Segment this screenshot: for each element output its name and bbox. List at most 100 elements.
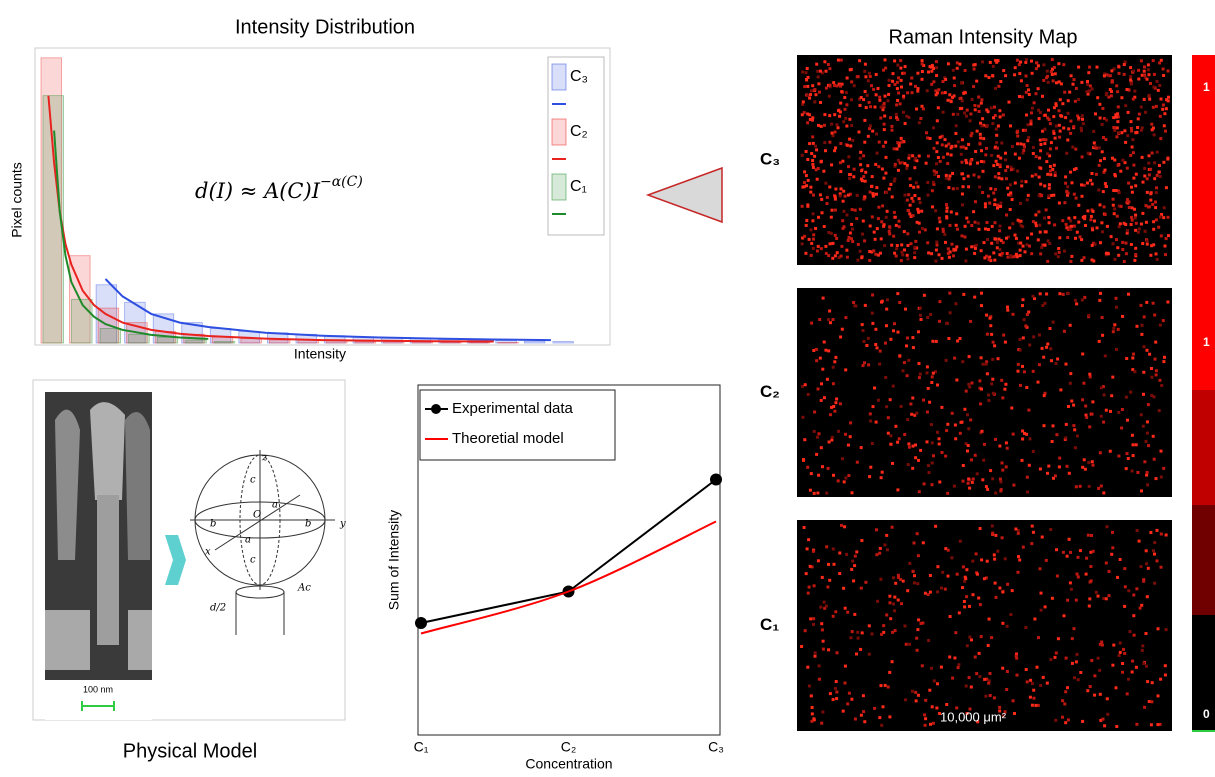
diagram-label: c	[250, 475, 256, 486]
map-pixel	[801, 70, 805, 74]
map-pixel	[906, 209, 910, 212]
map-pixel	[875, 151, 879, 155]
map-pixel	[806, 178, 810, 182]
map-pixel	[985, 124, 989, 128]
colorbar-segment	[1192, 615, 1215, 730]
histogram-bar	[185, 339, 207, 344]
map-pixel	[829, 413, 832, 417]
map-pixel	[936, 383, 939, 387]
map-pixel	[1150, 681, 1154, 685]
map-pixel	[956, 112, 960, 116]
map-pixel	[800, 153, 804, 157]
map-pixel	[1018, 248, 1022, 252]
map-pixel	[833, 113, 837, 117]
map-pixel	[1090, 412, 1094, 416]
map-pixel	[938, 319, 941, 323]
model-frame	[32, 379, 346, 721]
map-pixel	[910, 689, 914, 693]
map-pixel	[833, 130, 837, 134]
map-pixel	[945, 203, 948, 207]
map-pixel	[963, 407, 967, 411]
map-pixel	[1131, 454, 1135, 458]
map-pixel	[962, 600, 966, 603]
map-pixel	[811, 116, 815, 120]
map-pixel	[1005, 236, 1008, 240]
map-pixel	[1069, 372, 1073, 376]
map-pixel	[820, 622, 824, 626]
map-pixel	[1115, 115, 1118, 119]
map-pixel	[958, 431, 962, 435]
map-pixel	[1039, 252, 1043, 256]
map-pixel	[1083, 217, 1087, 221]
map-pixel	[1112, 67, 1116, 71]
map-pixel	[1029, 678, 1033, 682]
map-pixel	[998, 115, 1002, 119]
map-pixel	[1038, 138, 1042, 142]
map-pixel	[1031, 294, 1035, 298]
map-pixel	[993, 105, 996, 109]
map-pixel	[920, 209, 924, 213]
map-pixel	[1085, 90, 1089, 94]
map-pixel	[1119, 169, 1123, 173]
map-pixel	[1130, 218, 1134, 222]
map-pixel	[1111, 663, 1115, 667]
map-pixel	[821, 296, 825, 300]
map-pixel	[847, 236, 851, 239]
map-pixel	[1133, 89, 1137, 93]
map-pixel	[1020, 458, 1024, 462]
map-pixel	[1030, 59, 1033, 63]
map-pixel	[1073, 446, 1077, 450]
map-pixel	[1125, 231, 1129, 235]
map-pixel	[1034, 213, 1038, 217]
map-pixel	[1098, 203, 1102, 207]
map-pixel	[882, 624, 886, 628]
map-pixel	[1130, 469, 1134, 473]
map-pixel	[1146, 205, 1150, 209]
diagram-label: O	[253, 510, 261, 521]
map-pixel	[1050, 73, 1054, 76]
map-pixel	[839, 254, 843, 258]
map-pixel	[1087, 604, 1091, 608]
map-pixel	[1005, 213, 1008, 217]
map-pixel	[892, 179, 896, 183]
map-pixel	[996, 154, 1000, 158]
map-pixel	[1166, 156, 1170, 160]
map-pixel	[1116, 115, 1120, 119]
map-pixel	[1090, 258, 1094, 262]
map-pixel	[965, 114, 968, 118]
map-pixel	[1077, 118, 1081, 122]
map-pixel	[1015, 656, 1019, 660]
map-pixel	[953, 356, 957, 360]
map-pixel	[1162, 160, 1166, 164]
map-pixel	[1086, 689, 1090, 693]
map-pixel	[1080, 298, 1084, 302]
map-pixel	[832, 562, 836, 566]
map-pixel	[958, 62, 962, 66]
map-pixel	[908, 177, 912, 181]
map-pixel	[980, 429, 984, 433]
map-pixel	[932, 80, 936, 84]
map-pixel	[958, 97, 962, 101]
map-pixel	[932, 679, 936, 683]
map-pixel	[1158, 175, 1162, 178]
map-pixel	[807, 585, 811, 589]
map-pixel	[906, 463, 910, 467]
map-pixel	[1100, 221, 1104, 225]
map-pixel	[897, 168, 900, 172]
map-pixel	[1054, 124, 1058, 128]
map-pixel	[1061, 699, 1065, 703]
map-pixel	[1166, 300, 1170, 304]
map-pixel	[845, 255, 849, 259]
map-pixel	[820, 197, 824, 201]
map-pixel	[968, 635, 972, 639]
map-pixel	[964, 247, 968, 251]
map-pixel	[1121, 248, 1125, 251]
map-row-label: C₁	[760, 615, 779, 634]
map-pixel	[926, 193, 930, 197]
map-pixel	[1106, 712, 1110, 716]
histogram-bar	[40, 57, 62, 344]
map-pixel	[1092, 241, 1095, 245]
map-pixel	[822, 169, 826, 173]
map-pixel	[900, 85, 903, 89]
map-pixel	[821, 465, 824, 469]
